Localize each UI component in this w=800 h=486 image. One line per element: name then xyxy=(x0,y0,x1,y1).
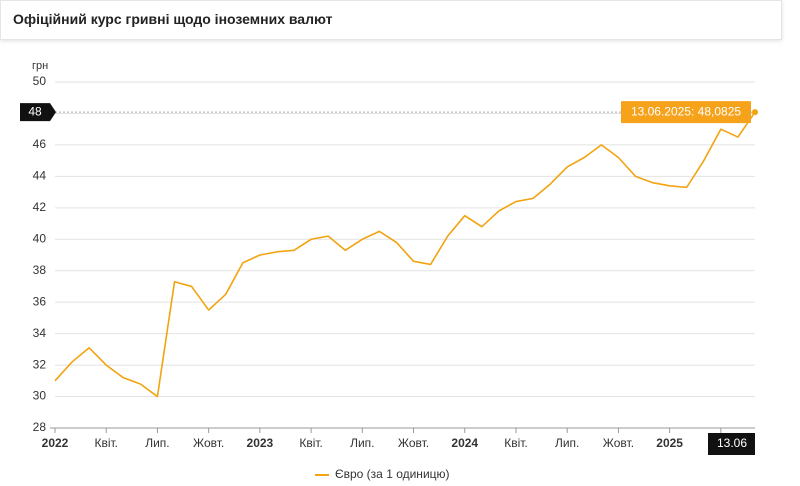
y-tick-label: 50 xyxy=(33,74,47,88)
x-tick-label: Квіт. xyxy=(94,436,118,450)
x-tick-label: Лип. xyxy=(145,436,169,450)
tooltip: 13.06.2025: 48,0825 xyxy=(631,104,741,118)
x-tick-label: Лип. xyxy=(555,436,579,450)
crosshair-y-box xyxy=(20,103,56,122)
legend-label: Євро (за 1 одиницю) xyxy=(335,467,450,481)
chart: грн 28 30 32 34 36 38 40 42 44 46 48 50 2022 Квіт. Лип.… xyxy=(20,60,758,481)
title-card: Офіційний курс гривні щодо іноземних вал… xyxy=(0,0,782,40)
x-tick-label: 2022 xyxy=(42,436,69,450)
x-tick-label: Лип. xyxy=(350,436,374,450)
chart-title: Офіційний курс гривні щодо іноземних вал… xyxy=(13,11,333,27)
x-tick-label: Квіт. xyxy=(504,436,528,450)
y-tick-label: 44 xyxy=(33,169,47,183)
y-tick-label: 32 xyxy=(33,357,47,371)
x-tick-label: 2023 xyxy=(247,436,274,450)
y-tick-label: 34 xyxy=(33,326,47,340)
crosshair-x-box xyxy=(708,433,755,455)
y-tick-label: 42 xyxy=(33,200,47,214)
x-tick-label: Квіт. xyxy=(299,436,323,450)
x-tick-label: 2024 xyxy=(451,436,478,450)
y-tick-label: 38 xyxy=(33,263,47,277)
crosshair-y-label: 48 xyxy=(28,104,42,118)
y-unit: грн xyxy=(32,60,48,72)
y-tick-label: 30 xyxy=(33,389,47,403)
x-tick-label: Жовт. xyxy=(193,436,224,450)
y-tick-label: 46 xyxy=(33,137,47,151)
tooltip-box xyxy=(621,101,751,124)
point xyxy=(752,109,758,116)
y-tick-label: 36 xyxy=(33,294,47,308)
y-tick-label: 40 xyxy=(33,231,47,245)
crosshair-x-label: 13.06 xyxy=(717,436,747,450)
x-tick-label: Жовт. xyxy=(398,436,429,450)
y-tick-label: 28 xyxy=(33,420,47,434)
x-tick-label: 2025 xyxy=(656,436,683,450)
x-tick-label: Жовт. xyxy=(603,436,634,450)
line xyxy=(54,111,756,398)
